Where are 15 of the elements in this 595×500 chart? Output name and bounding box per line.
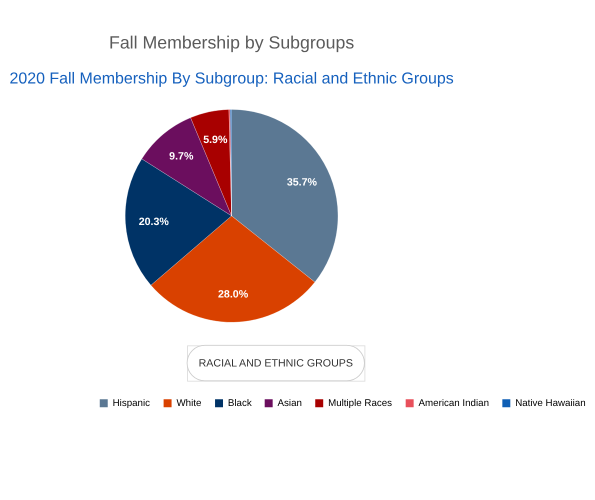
chart-subtitle: 2020 Fall Membership By Subgroup: Racial and Ethnic Groups xyxy=(9,70,454,88)
legend-label: White xyxy=(176,398,202,409)
legend-label: Hispanic xyxy=(112,398,150,409)
chart-title: Fall Membership by Subgroups xyxy=(108,32,354,52)
text: RACIAL AND ETHNIC GROUPS xyxy=(198,358,353,370)
legend-label: American Indian xyxy=(418,398,490,409)
data-label: 28.0% xyxy=(218,288,249,300)
data-label: 35.7% xyxy=(286,176,318,189)
data-label: 20.3% xyxy=(138,216,170,228)
data-label: 9.7% xyxy=(169,150,194,163)
legend-label: Asian xyxy=(278,398,302,409)
data-label: 5.9% xyxy=(203,134,228,146)
legend-label: Multiple Races xyxy=(328,398,392,409)
legend-label: Native Hawaiian xyxy=(515,398,586,409)
legend-label: Black xyxy=(228,398,252,409)
